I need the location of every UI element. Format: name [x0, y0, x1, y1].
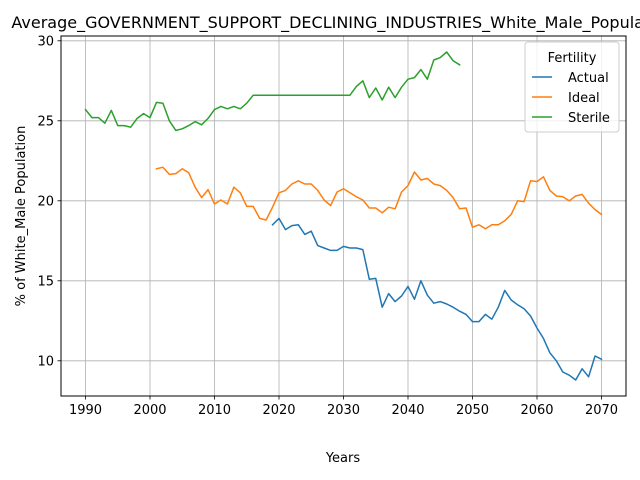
y-tick-label: 15 — [37, 274, 54, 289]
x-tick-label: 1990 — [69, 403, 102, 418]
x-tick-label: 2060 — [520, 403, 553, 418]
axis-ticks: 1990 2000 2010 2020 2030 2040 2050 2060 20701015… — [37, 34, 618, 418]
chart-title: Average_GOVERNMENT_SUPPORT_DECLINING_IND… — [11, 13, 640, 33]
series-lines — [84, 51, 603, 381]
legend-label-actual: Actual — [568, 71, 609, 86]
series-line-sterile — [84, 51, 461, 132]
legend-items: Actual Ideal Sterile — [532, 71, 610, 126]
series-line-actual — [271, 217, 603, 381]
series-line-ideal — [155, 166, 603, 230]
x-tick-label: 2030 — [327, 403, 360, 418]
x-tick-label: 2010 — [198, 403, 231, 418]
y-axis-label: % of White_Male Population — [14, 126, 29, 307]
legend-box — [524, 41, 620, 133]
legend-title: Fertility — [548, 51, 597, 66]
x-tick-label: 2070 — [585, 403, 618, 418]
legend-label-sterile: Sterile — [568, 111, 610, 126]
y-tick-label: 25 — [37, 114, 54, 129]
y-tick-label: 10 — [37, 354, 54, 369]
x-tick-label: 2050 — [456, 403, 489, 418]
x-tick-label: 2020 — [262, 403, 295, 418]
legend: Fertility Actual Ideal Sterile — [524, 41, 620, 133]
legend-label-ideal: Ideal — [568, 91, 600, 106]
x-axis-label: Years — [325, 451, 361, 466]
y-tick-label: 20 — [37, 194, 54, 209]
x-tick-label: 2040 — [391, 403, 424, 418]
y-tick-label: 30 — [37, 34, 54, 49]
x-tick-label: 2000 — [133, 403, 166, 418]
